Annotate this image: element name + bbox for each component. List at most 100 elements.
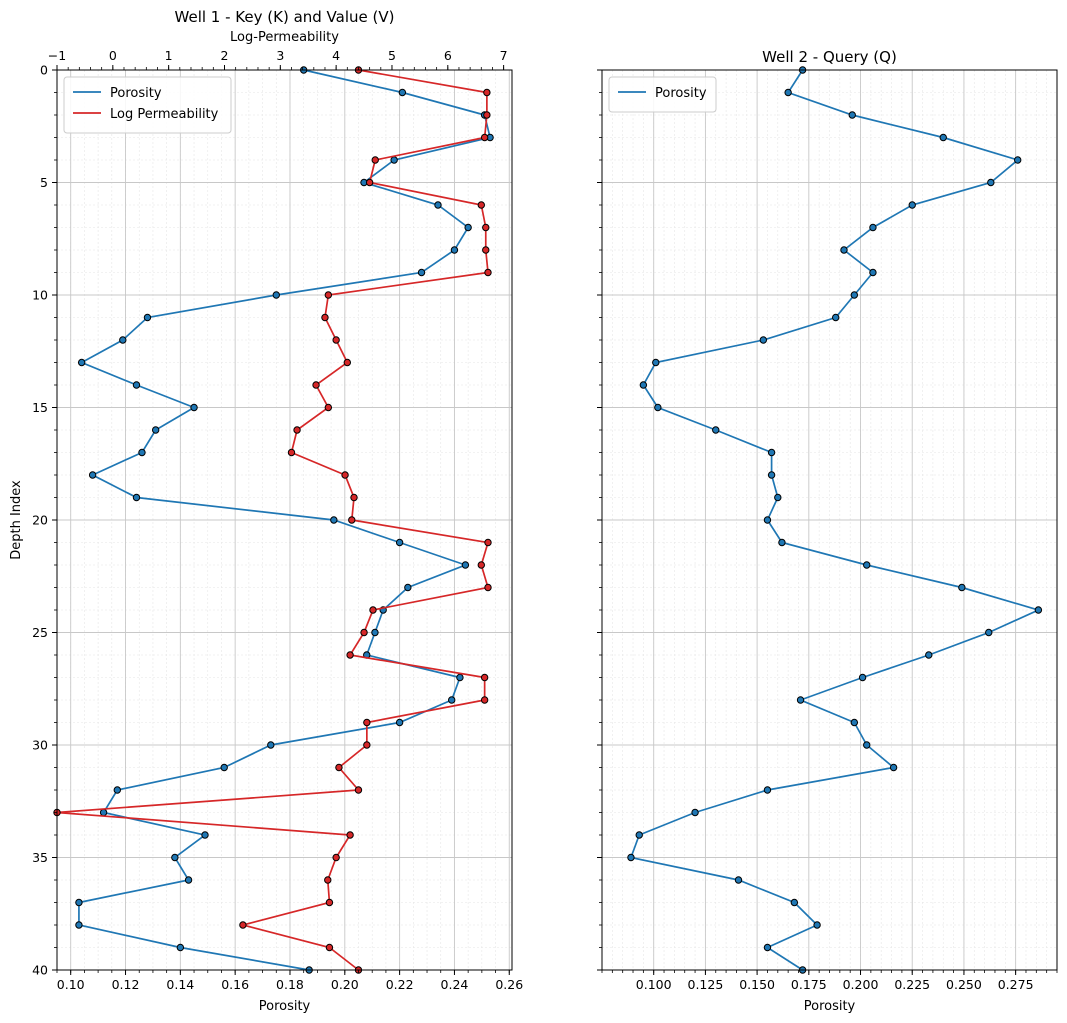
x-tick-label: 0.150 (739, 977, 775, 992)
data-point (784, 88, 792, 97)
y-tick-label: 0 (40, 63, 48, 78)
series-markers (53, 66, 492, 974)
data-point (889, 763, 898, 772)
data-point (908, 201, 916, 209)
x-tick-label: 0.125 (688, 977, 724, 992)
legend: Porosity Log Permeability (63, 76, 232, 134)
data-point (480, 673, 489, 682)
data-point (477, 561, 485, 569)
x-tick-label: 0.18 (276, 977, 304, 992)
y-tick-label: 5 (40, 175, 48, 190)
data-point (272, 291, 280, 299)
data-point (324, 403, 333, 412)
legend-entry: Porosity (110, 86, 162, 101)
data-point (869, 223, 877, 232)
data-point (395, 538, 404, 547)
y-tick-label: 40 (32, 963, 48, 978)
data-point (99, 808, 108, 817)
data-point (151, 426, 160, 434)
data-point (267, 741, 275, 749)
data-point (346, 651, 354, 659)
data-point (332, 853, 340, 862)
data-point (324, 291, 333, 299)
data-point (143, 313, 152, 322)
data-point (348, 516, 356, 524)
data-point (220, 763, 228, 772)
data-point (767, 448, 776, 457)
data-point (763, 786, 772, 794)
data-point (958, 583, 966, 592)
x-tick-label: 0.26 (495, 977, 523, 992)
data-point (184, 876, 193, 884)
x-tick-label: 0.250 (946, 977, 982, 992)
data-point (635, 831, 643, 839)
data-point (712, 426, 720, 434)
data-point (691, 808, 699, 817)
x2-tick-label: 6 (444, 48, 452, 63)
data-point (1034, 606, 1043, 614)
data-point (484, 583, 492, 592)
data-point (88, 471, 97, 479)
data-point (332, 336, 340, 344)
legend-entry: Porosity (655, 86, 707, 101)
data-point (850, 718, 859, 727)
x2-tick-label: 7 (500, 48, 508, 63)
legend-box (63, 76, 232, 134)
series-markers (627, 66, 1043, 974)
data-point (483, 88, 491, 97)
grid (601, 69, 1058, 971)
data-point (447, 696, 456, 704)
data-point (482, 246, 490, 254)
data-point (763, 943, 772, 952)
data-point (863, 561, 871, 569)
data-point (480, 696, 489, 704)
data-point (639, 381, 648, 389)
chart-title: Well 1 - Key (K) and Value (V) (175, 8, 395, 26)
data-point (330, 516, 338, 524)
x2-tick-label: 3 (276, 48, 284, 63)
data-point (201, 831, 209, 839)
x-tick-label: 0.275 (998, 977, 1034, 992)
data-point (759, 336, 768, 344)
data-point (287, 448, 296, 457)
chart-panel-2: 0.100 0.125 0.150 0.175 0.200 0.225 0.250 0.275… (597, 48, 1058, 1014)
data-point (390, 156, 398, 164)
y-tick-label: 10 (32, 288, 48, 303)
data-point (325, 898, 334, 907)
data-point (75, 921, 83, 929)
grid (56, 69, 512, 971)
x-tick-label: 0.225 (894, 977, 930, 992)
x-tick-label: 0.24 (441, 977, 469, 992)
data-point (324, 876, 332, 884)
data-point (778, 538, 786, 547)
x2-tick-label: 5 (388, 48, 396, 63)
data-point (484, 538, 492, 547)
data-point (939, 133, 947, 142)
y-tick-label: 30 (32, 738, 48, 753)
data-point (461, 561, 470, 569)
data-point (767, 471, 776, 479)
x2-tick-label: 2 (221, 48, 229, 63)
data-point (985, 628, 993, 637)
data-point (239, 921, 247, 929)
data-point (790, 898, 799, 907)
data-point (482, 223, 490, 232)
chart-title: Well 2 - Query (Q) (762, 48, 897, 66)
data-point (360, 628, 368, 637)
data-point (138, 448, 146, 457)
data-point (371, 156, 379, 164)
data-point (652, 358, 660, 367)
data-point (321, 313, 329, 322)
data-point (363, 741, 371, 749)
data-point (369, 606, 377, 614)
data-point (464, 223, 472, 232)
data-point (395, 718, 404, 727)
data-point (869, 268, 877, 277)
data-point (456, 673, 464, 682)
data-point (343, 358, 352, 367)
y-axis-label: Depth Index (9, 480, 24, 560)
data-point (987, 178, 995, 187)
data-point (363, 718, 371, 727)
x2-tick-label: 0 (109, 48, 117, 63)
